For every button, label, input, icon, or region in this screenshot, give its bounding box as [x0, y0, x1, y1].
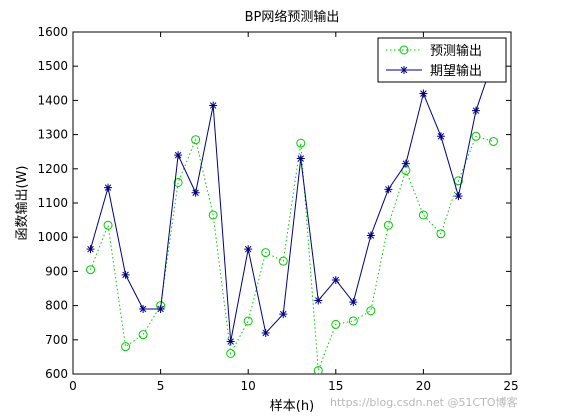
watermark: https://blog.csdn.net @51CTO博客 — [330, 396, 518, 409]
data-point-star — [419, 89, 428, 98]
data-point-star — [454, 192, 463, 201]
data-point-circle — [366, 306, 376, 316]
data-point-star — [86, 245, 95, 254]
data-point-star — [366, 231, 375, 240]
data-point-star — [121, 270, 130, 279]
y-tick-label: 1300 — [37, 128, 68, 142]
plot-frame — [72, 31, 512, 375]
data-point-circle — [173, 177, 183, 187]
data-point-star — [209, 101, 218, 110]
legend-label: 预测输出 — [430, 43, 482, 59]
data-point-circle — [313, 366, 323, 374]
data-point-star — [401, 159, 410, 168]
y-tick-label: 1000 — [37, 230, 68, 244]
data-point-circle — [436, 229, 446, 239]
data-point-circle — [261, 248, 271, 258]
data-point-circle — [488, 136, 498, 146]
legend-marker-circle — [399, 45, 409, 55]
chart-title: BP网络预测输出 — [245, 9, 340, 25]
data-point-circle — [121, 342, 131, 352]
legend-label: 期望输出 — [430, 63, 482, 79]
data-point-circle — [103, 220, 113, 230]
data-point-circle — [331, 319, 341, 329]
data-point-circle — [208, 210, 218, 220]
x-tick-label: 20 — [416, 379, 431, 393]
data-point-star — [296, 154, 305, 163]
data-point-star — [349, 298, 358, 307]
data-point-star — [261, 328, 270, 337]
x-axis-title: 样本(h) — [270, 399, 314, 414]
legend-box — [377, 37, 507, 83]
data-point-circle — [138, 330, 148, 340]
data-point-star — [384, 185, 393, 194]
data-point-star — [191, 188, 200, 197]
data-point-star — [156, 305, 165, 314]
plot-area — [72, 31, 512, 375]
data-point-circle — [383, 220, 393, 230]
x-tick-label: 0 — [69, 379, 77, 393]
data-point-circle — [86, 265, 96, 275]
x-tick-label: 10 — [241, 379, 256, 393]
y-tick-label: 900 — [45, 264, 68, 278]
data-point-circle — [471, 131, 481, 141]
x-tick-label: 15 — [328, 379, 343, 393]
data-point-star — [174, 151, 183, 160]
y-axis-title: 函数输出(W) — [14, 166, 30, 241]
data-point-star — [104, 183, 113, 192]
data-point-circle — [296, 138, 306, 148]
data-point-star — [244, 245, 253, 254]
data-point-circle — [418, 210, 428, 220]
data-point-star — [436, 132, 445, 141]
x-tick-label: 25 — [503, 379, 518, 393]
data-point-circle — [243, 316, 253, 326]
axis-ticks: 0 5 10 15 20 25 600 700 800 900 1000 1100 1200 1300 14… — [37, 25, 518, 393]
data-point-star — [226, 337, 235, 346]
data-point-star — [331, 275, 340, 284]
y-tick-label: 1600 — [37, 25, 68, 39]
data-point-star — [314, 296, 323, 305]
y-tick-label: 700 — [45, 333, 68, 347]
data-point-circle — [348, 316, 358, 326]
y-tick-label: 1400 — [37, 93, 68, 107]
y-tick-label: 600 — [45, 367, 68, 381]
y-tick-label: 1200 — [37, 162, 68, 176]
x-tick-label: 5 — [157, 379, 165, 393]
data-point-star — [279, 310, 288, 319]
y-tick-label: 1500 — [37, 59, 68, 73]
data-point-circle — [191, 135, 201, 145]
data-point-star — [471, 106, 480, 115]
data-point-circle — [226, 348, 236, 358]
y-tick-label: 800 — [45, 299, 68, 313]
data-point-star — [139, 305, 148, 314]
legend-marker-star — [400, 66, 408, 74]
data-point-circle — [278, 256, 288, 266]
y-tick-label: 1100 — [37, 196, 68, 210]
